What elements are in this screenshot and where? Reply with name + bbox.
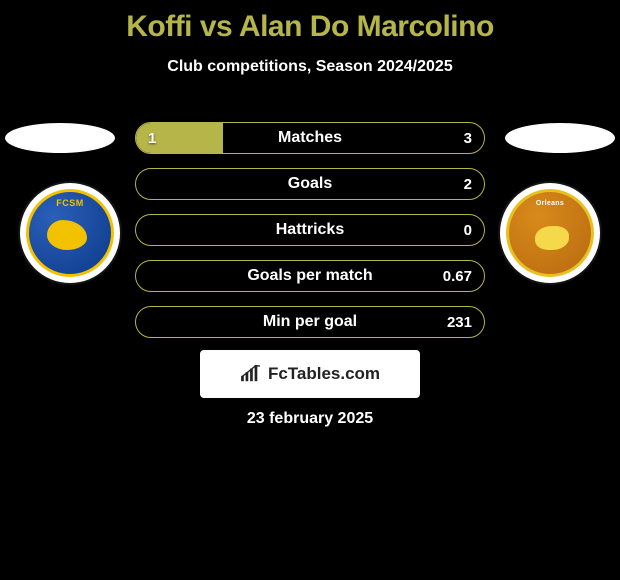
stat-label: Goals [136,169,484,199]
stat-label: Goals per match [136,261,484,291]
stat-right-value: 2 [464,169,472,199]
stat-row: Goals2 [135,168,485,200]
lion-icon [47,220,87,250]
crest-right-text: Orleans [509,200,591,207]
wasp-icon [535,226,569,250]
stat-label: Min per goal [136,307,484,337]
stat-row: Goals per match0.67 [135,260,485,292]
club-crest-left: FCSM [20,183,120,283]
date-text: 23 february 2025 [0,410,620,428]
stat-left-value: 1 [148,123,156,153]
crest-left-text: FCSM [29,198,111,208]
stat-row: Min per goal231 [135,306,485,338]
club-crest-right: Orleans [500,183,600,283]
stat-right-value: 0.67 [443,261,472,291]
stat-right-value: 3 [464,123,472,153]
crest-left-inner: FCSM [26,189,114,277]
decoration-ellipse-left [5,123,115,153]
brand-text: FcTables.com [268,364,380,384]
stat-row: 1Matches3 [135,122,485,154]
crest-right-inner: Orleans [506,189,594,277]
stat-bars: 1Matches3 Goals2 Hattricks0 Goals per match… [135,122,485,352]
page-title: Koffi vs Alan Do Marcolino [0,0,620,44]
stat-right-value: 0 [464,215,472,245]
stat-label: Hattricks [136,215,484,245]
page-subtitle: Club competitions, Season 2024/2025 [0,58,620,76]
brand-box[interactable]: FcTables.com [200,350,420,398]
comparison-card: Koffi vs Alan Do Marcolino Club competit… [0,0,620,580]
bar-chart-icon [240,365,262,383]
stat-row: Hattricks0 [135,214,485,246]
stat-right-value: 231 [447,307,472,337]
decoration-ellipse-right [505,123,615,153]
